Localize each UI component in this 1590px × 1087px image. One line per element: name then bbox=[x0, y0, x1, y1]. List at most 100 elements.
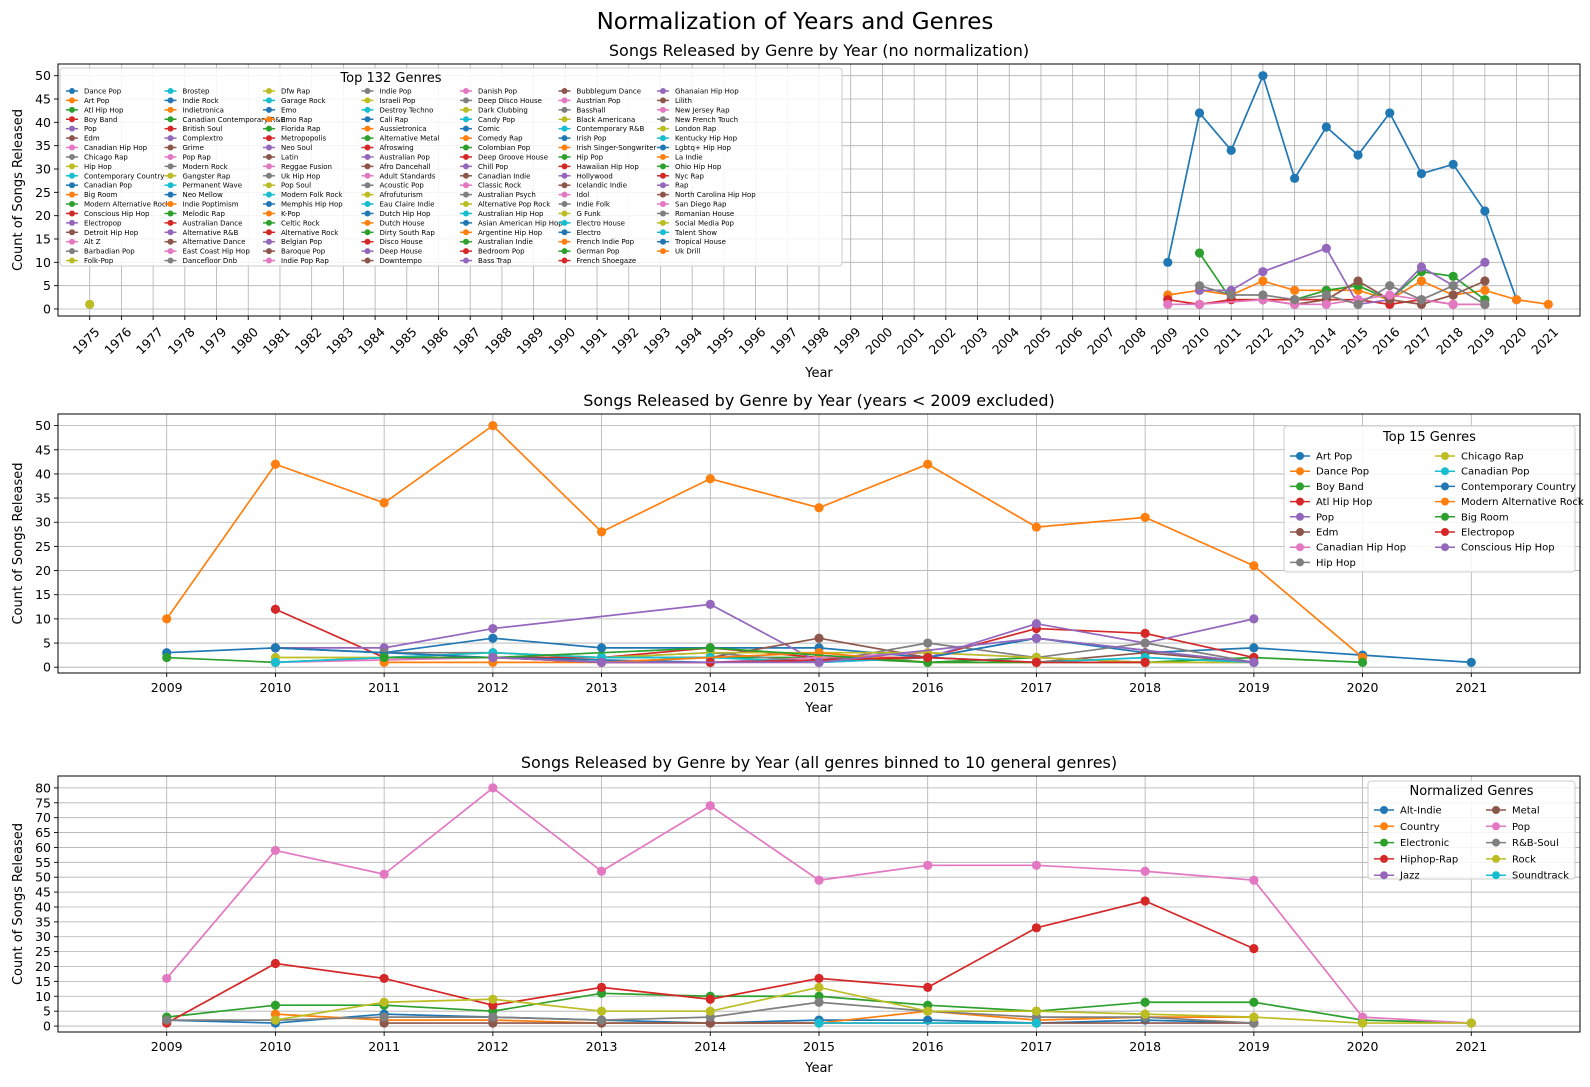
data-point bbox=[923, 1006, 933, 1016]
y-tick-label: 30 bbox=[35, 515, 51, 530]
data-point bbox=[814, 973, 824, 984]
data-point bbox=[923, 860, 933, 870]
legend-entry-label: Downtempo bbox=[380, 257, 422, 265]
legend-entry-label: Alt Z bbox=[84, 238, 101, 246]
data-point bbox=[1321, 290, 1331, 300]
legend-swatch-marker bbox=[1296, 558, 1304, 567]
data-point bbox=[1385, 108, 1395, 118]
legend-swatch-marker bbox=[463, 116, 469, 123]
legend-entry-label: Alternative Metal bbox=[380, 135, 440, 143]
series-line bbox=[1199, 284, 1486, 306]
y-tick-label: 15 bbox=[35, 587, 51, 602]
legend-swatch-marker bbox=[167, 163, 174, 170]
data-point bbox=[1543, 299, 1553, 309]
y-tick-label: 75 bbox=[35, 795, 51, 810]
legend-swatch-marker bbox=[266, 163, 272, 170]
series-line bbox=[1167, 294, 1485, 306]
legend-swatch-marker bbox=[463, 106, 469, 113]
legend-entry-label: Acoustic Pop bbox=[380, 182, 425, 190]
x-tick-label: 2021 bbox=[1455, 680, 1487, 695]
y-tick-label: 25 bbox=[35, 944, 51, 959]
data-point bbox=[1448, 281, 1458, 291]
legend-entry-label: Barbadian Pop bbox=[84, 248, 135, 256]
y-axis-label: Count of Songs Released bbox=[11, 823, 26, 985]
legend-entry-label: Boy Band bbox=[1316, 482, 1364, 493]
legend-entry-label: Australian Pop bbox=[380, 153, 431, 161]
data-point bbox=[1448, 290, 1458, 300]
legend-swatch-marker bbox=[364, 248, 371, 255]
legend-entry-label: Contemporary Country bbox=[1461, 482, 1576, 493]
y-tick-label: 40 bbox=[35, 115, 51, 130]
legend-entry-label: Soundtrack bbox=[1512, 871, 1569, 882]
legend-swatch-marker bbox=[463, 182, 469, 189]
data-point bbox=[379, 1012, 389, 1022]
x-tick-label: 2018 bbox=[1129, 1039, 1161, 1054]
legend-swatch-marker bbox=[266, 172, 272, 179]
y-tick-label: 50 bbox=[35, 418, 51, 433]
legend-entry-label: Indie Rock bbox=[183, 97, 220, 105]
legend-swatch-marker bbox=[1441, 528, 1449, 536]
data-point bbox=[1448, 159, 1458, 169]
data-point bbox=[1511, 295, 1522, 305]
data-point bbox=[1031, 923, 1042, 933]
data-point bbox=[814, 982, 824, 992]
legend-swatch-marker bbox=[167, 88, 174, 94]
legend-entry-label: Pop Soul bbox=[281, 182, 311, 190]
legend-swatch-marker bbox=[167, 210, 174, 217]
data-point bbox=[923, 982, 933, 992]
data-point bbox=[814, 1018, 824, 1028]
legend-swatch-marker bbox=[69, 106, 75, 113]
legend-entry-label: Social Media Pop bbox=[675, 219, 734, 227]
legend-swatch-marker bbox=[364, 238, 371, 245]
legend-swatch-marker bbox=[463, 191, 469, 198]
legend-entry-label: Alternative R&B bbox=[183, 229, 239, 237]
legend-entry-label: Cali Rap bbox=[380, 116, 409, 124]
x-tick-label: 2011 bbox=[368, 680, 400, 695]
legend-entry-label: Art Pop bbox=[84, 97, 110, 105]
data-point bbox=[705, 474, 715, 484]
data-point bbox=[1031, 657, 1042, 667]
legend-swatch-marker bbox=[1380, 806, 1388, 814]
x-tick-label: 2018 bbox=[1129, 680, 1161, 695]
data-point bbox=[705, 599, 715, 609]
legend-swatch-marker bbox=[660, 229, 666, 236]
legend-entry-label: Alternative Pop Rock bbox=[478, 201, 551, 209]
legend-entry-label: Folk-Pop bbox=[84, 257, 114, 265]
legend-swatch-marker bbox=[463, 219, 469, 226]
legend-entry-label: Irish Singer-Songwriter bbox=[577, 144, 657, 152]
legend-entry-label: Comic bbox=[478, 125, 500, 133]
legend-swatch-marker bbox=[660, 153, 666, 160]
data-point bbox=[1249, 643, 1259, 653]
legend-entry-label: Romanian House bbox=[675, 210, 734, 218]
y-tick-label: 0 bbox=[43, 302, 51, 317]
legend-entry-label: Canadian Pop bbox=[84, 182, 132, 190]
data-point bbox=[1140, 1009, 1150, 1019]
data-point bbox=[1140, 997, 1150, 1007]
y-tick-label: 5 bbox=[43, 278, 51, 293]
legend-swatch-marker bbox=[660, 125, 666, 132]
legend-swatch-marker bbox=[1492, 806, 1500, 814]
legend-entry-label: Pop bbox=[84, 125, 97, 133]
legend-swatch-marker bbox=[266, 210, 272, 217]
legend-swatch-marker bbox=[266, 106, 272, 113]
data-point bbox=[1163, 299, 1173, 309]
y-tick-label: 55 bbox=[35, 855, 51, 870]
legend-swatch-marker bbox=[660, 135, 666, 142]
legend-swatch-marker bbox=[266, 182, 272, 189]
legend-entry-label: Alternative Dance bbox=[183, 238, 246, 246]
legend-entry-label: Indie Folk bbox=[577, 201, 611, 209]
legend-entry-label: Alternative Rock bbox=[281, 229, 339, 237]
legend-entry-label: Dancefloor Dnb bbox=[183, 257, 238, 265]
legend-entry-label: Melodic Rap bbox=[183, 210, 226, 218]
legend-swatch-marker bbox=[1380, 838, 1388, 847]
chart-title: Songs Released by Genre by Year (all gen… bbox=[521, 753, 1117, 772]
legend-entry-label: Garage Rock bbox=[281, 97, 327, 105]
data-point bbox=[379, 997, 389, 1007]
legend-entry-label: Hip Pop bbox=[577, 153, 604, 161]
legend-swatch-marker bbox=[266, 88, 272, 94]
legend-swatch-marker bbox=[364, 182, 371, 189]
legend-entry-label: British Soul bbox=[183, 125, 223, 133]
panel-normalized-genres: 2009 2010 2011 2012 2013 2014 2015 2016 2017 2018… bbox=[11, 753, 1581, 1076]
data-point bbox=[1140, 896, 1150, 906]
legend-entry-label: Grime bbox=[183, 144, 204, 152]
